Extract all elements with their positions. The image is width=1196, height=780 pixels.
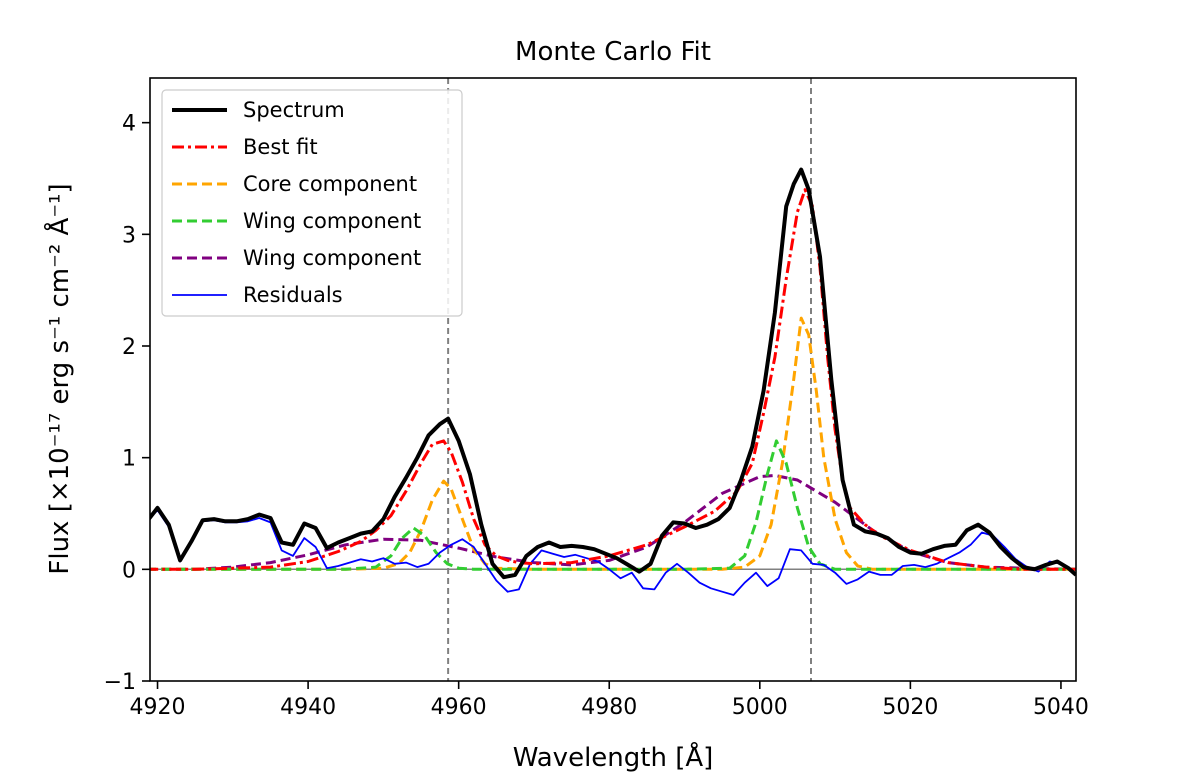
- y-tick-label: 3: [122, 223, 136, 248]
- x-tick-label: 5000: [732, 695, 788, 720]
- y-axis-label: Flux [×10⁻¹⁷ erg s⁻¹ cm⁻² Å⁻¹]: [43, 183, 75, 574]
- series-spectrum-0: [150, 167, 1076, 580]
- legend-label: Residuals: [243, 283, 343, 307]
- x-axis-label: Wavelength [Å]: [513, 741, 714, 773]
- x-tick-label: 5020: [882, 695, 938, 720]
- legend-box: [161, 89, 463, 317]
- legend-label: Wing component: [243, 246, 421, 270]
- legend-label: Spectrum: [243, 98, 345, 122]
- legend: Spectrum Best fit Core component Wing compo…: [161, 89, 463, 317]
- y-tick-label: 2: [122, 335, 136, 360]
- series-wing-component-4: [150, 474, 1076, 571]
- x-tick-label: 4920: [130, 695, 186, 720]
- chart-title: Monte Carlo Fit: [515, 37, 711, 67]
- series-layer: [150, 167, 1076, 596]
- y-tick-label: 1: [122, 447, 136, 472]
- x-axis-ticks: 4920 4940 4960 4980 5000 5020 5040: [130, 681, 1089, 720]
- legend-label: Wing component: [243, 209, 421, 233]
- x-tick-label: 4940: [280, 695, 336, 720]
- x-tick-label: 5040: [1033, 695, 1089, 720]
- y-axis-ticks: −1 0 1 2 3 4: [104, 112, 150, 695]
- legend-label: Best fit: [243, 135, 318, 159]
- plot-frame: [149, 77, 1077, 682]
- y-tick-label: 0: [122, 558, 136, 583]
- series-core-component-2: [150, 316, 1076, 571]
- x-tick-label: 4980: [581, 695, 637, 720]
- series-residuals-5: [150, 509, 1076, 596]
- y-tick-label: −1: [104, 670, 136, 695]
- y-tick-label: 4: [122, 112, 136, 137]
- legend-label: Core component: [243, 172, 417, 196]
- x-tick-label: 4960: [431, 695, 487, 720]
